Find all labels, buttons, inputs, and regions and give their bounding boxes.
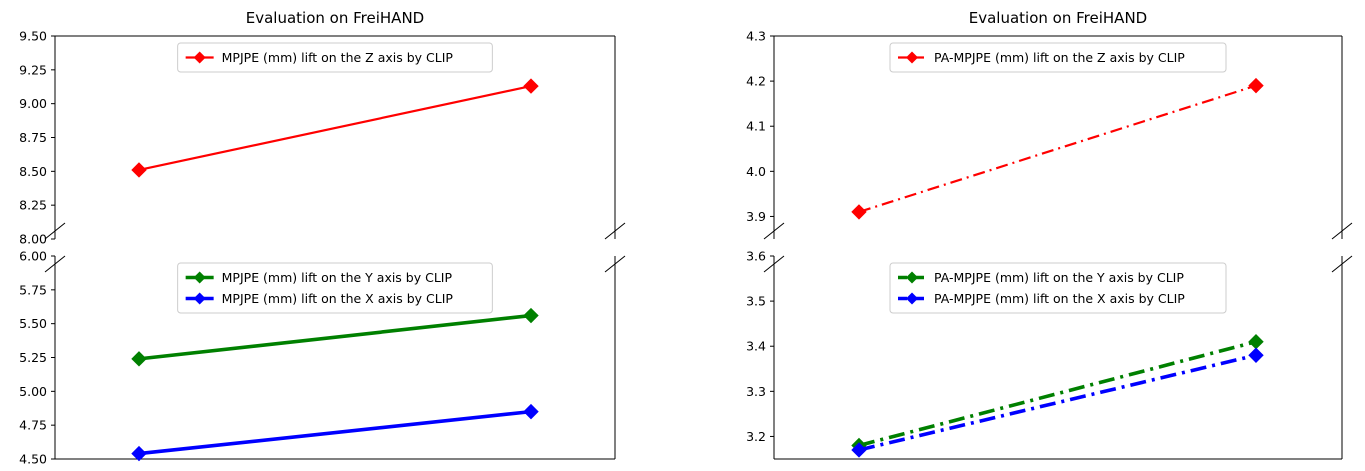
legend-marker — [906, 271, 918, 284]
y-tick-label: 4.3 — [746, 29, 766, 44]
panel-lower: 3.2 3.3 3.4 3.5 3.6 PA-MPJPE (mm) lift on the… — [746, 249, 1353, 460]
axis-break-mark — [44, 222, 66, 240]
y-tick-label: 5.50 — [19, 316, 47, 331]
y-tick-label: 8.25 — [19, 198, 47, 213]
legend-box — [177, 42, 493, 73]
legend-marker — [906, 292, 918, 305]
data-point-marker — [1248, 334, 1264, 350]
legend-box — [177, 262, 493, 314]
y-tick-label: 3.5 — [746, 294, 766, 309]
axis-break-mark — [763, 255, 785, 273]
series-line-2 — [138, 409, 532, 456]
axis-break-mark — [604, 255, 626, 273]
data-point-marker — [851, 204, 867, 220]
chart-1: Evaluation on FreiHAND 8.00 8.25 8.50 8.75 9.… — [19, 9, 626, 467]
y-tick-label: 5.75 — [19, 282, 47, 297]
legend: PA-MPJPE (mm) lift on the Z axis by CLIP — [889, 42, 1227, 73]
y-tick-label: 5.25 — [19, 350, 47, 365]
data-point-marker — [1248, 77, 1264, 94]
legend-marker — [193, 271, 206, 284]
legend-box — [889, 262, 1227, 314]
legend: MPJPE (mm) lift on the Y axis by CLIP MPJ… — [177, 262, 493, 314]
legend-label: PA-MPJPE (mm) lift on the Y axis by CLIP — [934, 270, 1184, 285]
panel-lower: 4.50 4.75 5.00 5.25 5.50 5.75 6.00 MPJPE (mm) l… — [19, 249, 626, 467]
axis-break-mark — [44, 255, 66, 273]
chart-title: Evaluation on FreiHAND — [969, 9, 1147, 27]
data-point-marker — [523, 78, 539, 94]
legend-label: MPJPE (mm) lift on the Z axis by CLIP — [222, 50, 454, 65]
data-point-marker — [131, 445, 147, 462]
panel-upper: 3.9 4.0 4.1 4.2 4.3 PA-MPJPE (mm) lift on the… — [746, 29, 1353, 240]
legend: MPJPE (mm) lift on the Z axis by CLIP — [177, 42, 493, 73]
y-tick-label: 9.25 — [19, 62, 47, 77]
y-tick-label: 4.1 — [746, 119, 766, 134]
y-tick-label: 9.00 — [19, 96, 47, 111]
legend-label: PA-MPJPE (mm) lift on the X axis by CLIP — [934, 291, 1185, 306]
data-point-marker — [131, 351, 147, 367]
legend: PA-MPJPE (mm) lift on the Y axis by CLIP… — [889, 262, 1227, 314]
y-tick-label: 3.9 — [746, 209, 766, 224]
y-tick-label: 4.0 — [746, 164, 766, 179]
chart-title: Evaluation on FreiHAND — [246, 9, 424, 27]
legend-box — [889, 42, 1227, 73]
legend-marker — [193, 51, 206, 64]
y-tick-label: 4.50 — [19, 452, 47, 467]
legend-label: MPJPE (mm) lift on the Y axis by CLIP — [222, 270, 453, 285]
data-point-marker — [1248, 347, 1264, 363]
legend-label: PA-MPJPE (mm) lift on the Z axis by CLIP — [934, 50, 1185, 65]
axis-break-mark — [1331, 255, 1353, 273]
y-tick-label: 8.00 — [19, 232, 47, 247]
data-point-marker — [851, 442, 867, 458]
data-point-marker — [131, 162, 147, 178]
axis-break-mark — [604, 222, 626, 240]
y-tick-label: 4.75 — [19, 418, 47, 433]
axis-break-mark — [763, 222, 785, 240]
y-tick-label: 8.75 — [19, 130, 47, 145]
axis-break-mark — [1331, 222, 1353, 240]
y-tick-label: 3.6 — [746, 249, 766, 264]
y-tick-label: 8.50 — [19, 164, 47, 179]
data-point-marker — [523, 307, 539, 324]
series-line-1 — [858, 339, 1257, 448]
y-tick-label: 5.00 — [19, 384, 47, 399]
y-tick-label: 9.50 — [19, 29, 47, 44]
y-tick-label: 4.2 — [746, 74, 766, 89]
legend-marker — [193, 292, 206, 305]
y-tick-label: 6.00 — [19, 249, 47, 264]
series-line-2 — [858, 353, 1257, 452]
series-line-1 — [858, 84, 1257, 213]
y-tick-label: 3.4 — [746, 339, 766, 354]
y-tick-label: 3.2 — [746, 429, 766, 444]
series-line-1 — [138, 313, 532, 361]
panel-upper: 8.00 8.25 8.50 8.75 9.00 9.25 9.50 MPJPE (mm) l… — [19, 29, 626, 247]
legend-label: MPJPE (mm) lift on the X axis by CLIP — [222, 291, 454, 306]
y-tick-label: 3.3 — [746, 384, 766, 399]
series-line-1 — [138, 84, 532, 172]
chart-2: Evaluation on FreiHAND 3.9 4.0 4.1 4.2 4.3 PA-… — [746, 9, 1353, 460]
data-point-marker — [523, 403, 539, 420]
legend-marker — [906, 51, 918, 64]
